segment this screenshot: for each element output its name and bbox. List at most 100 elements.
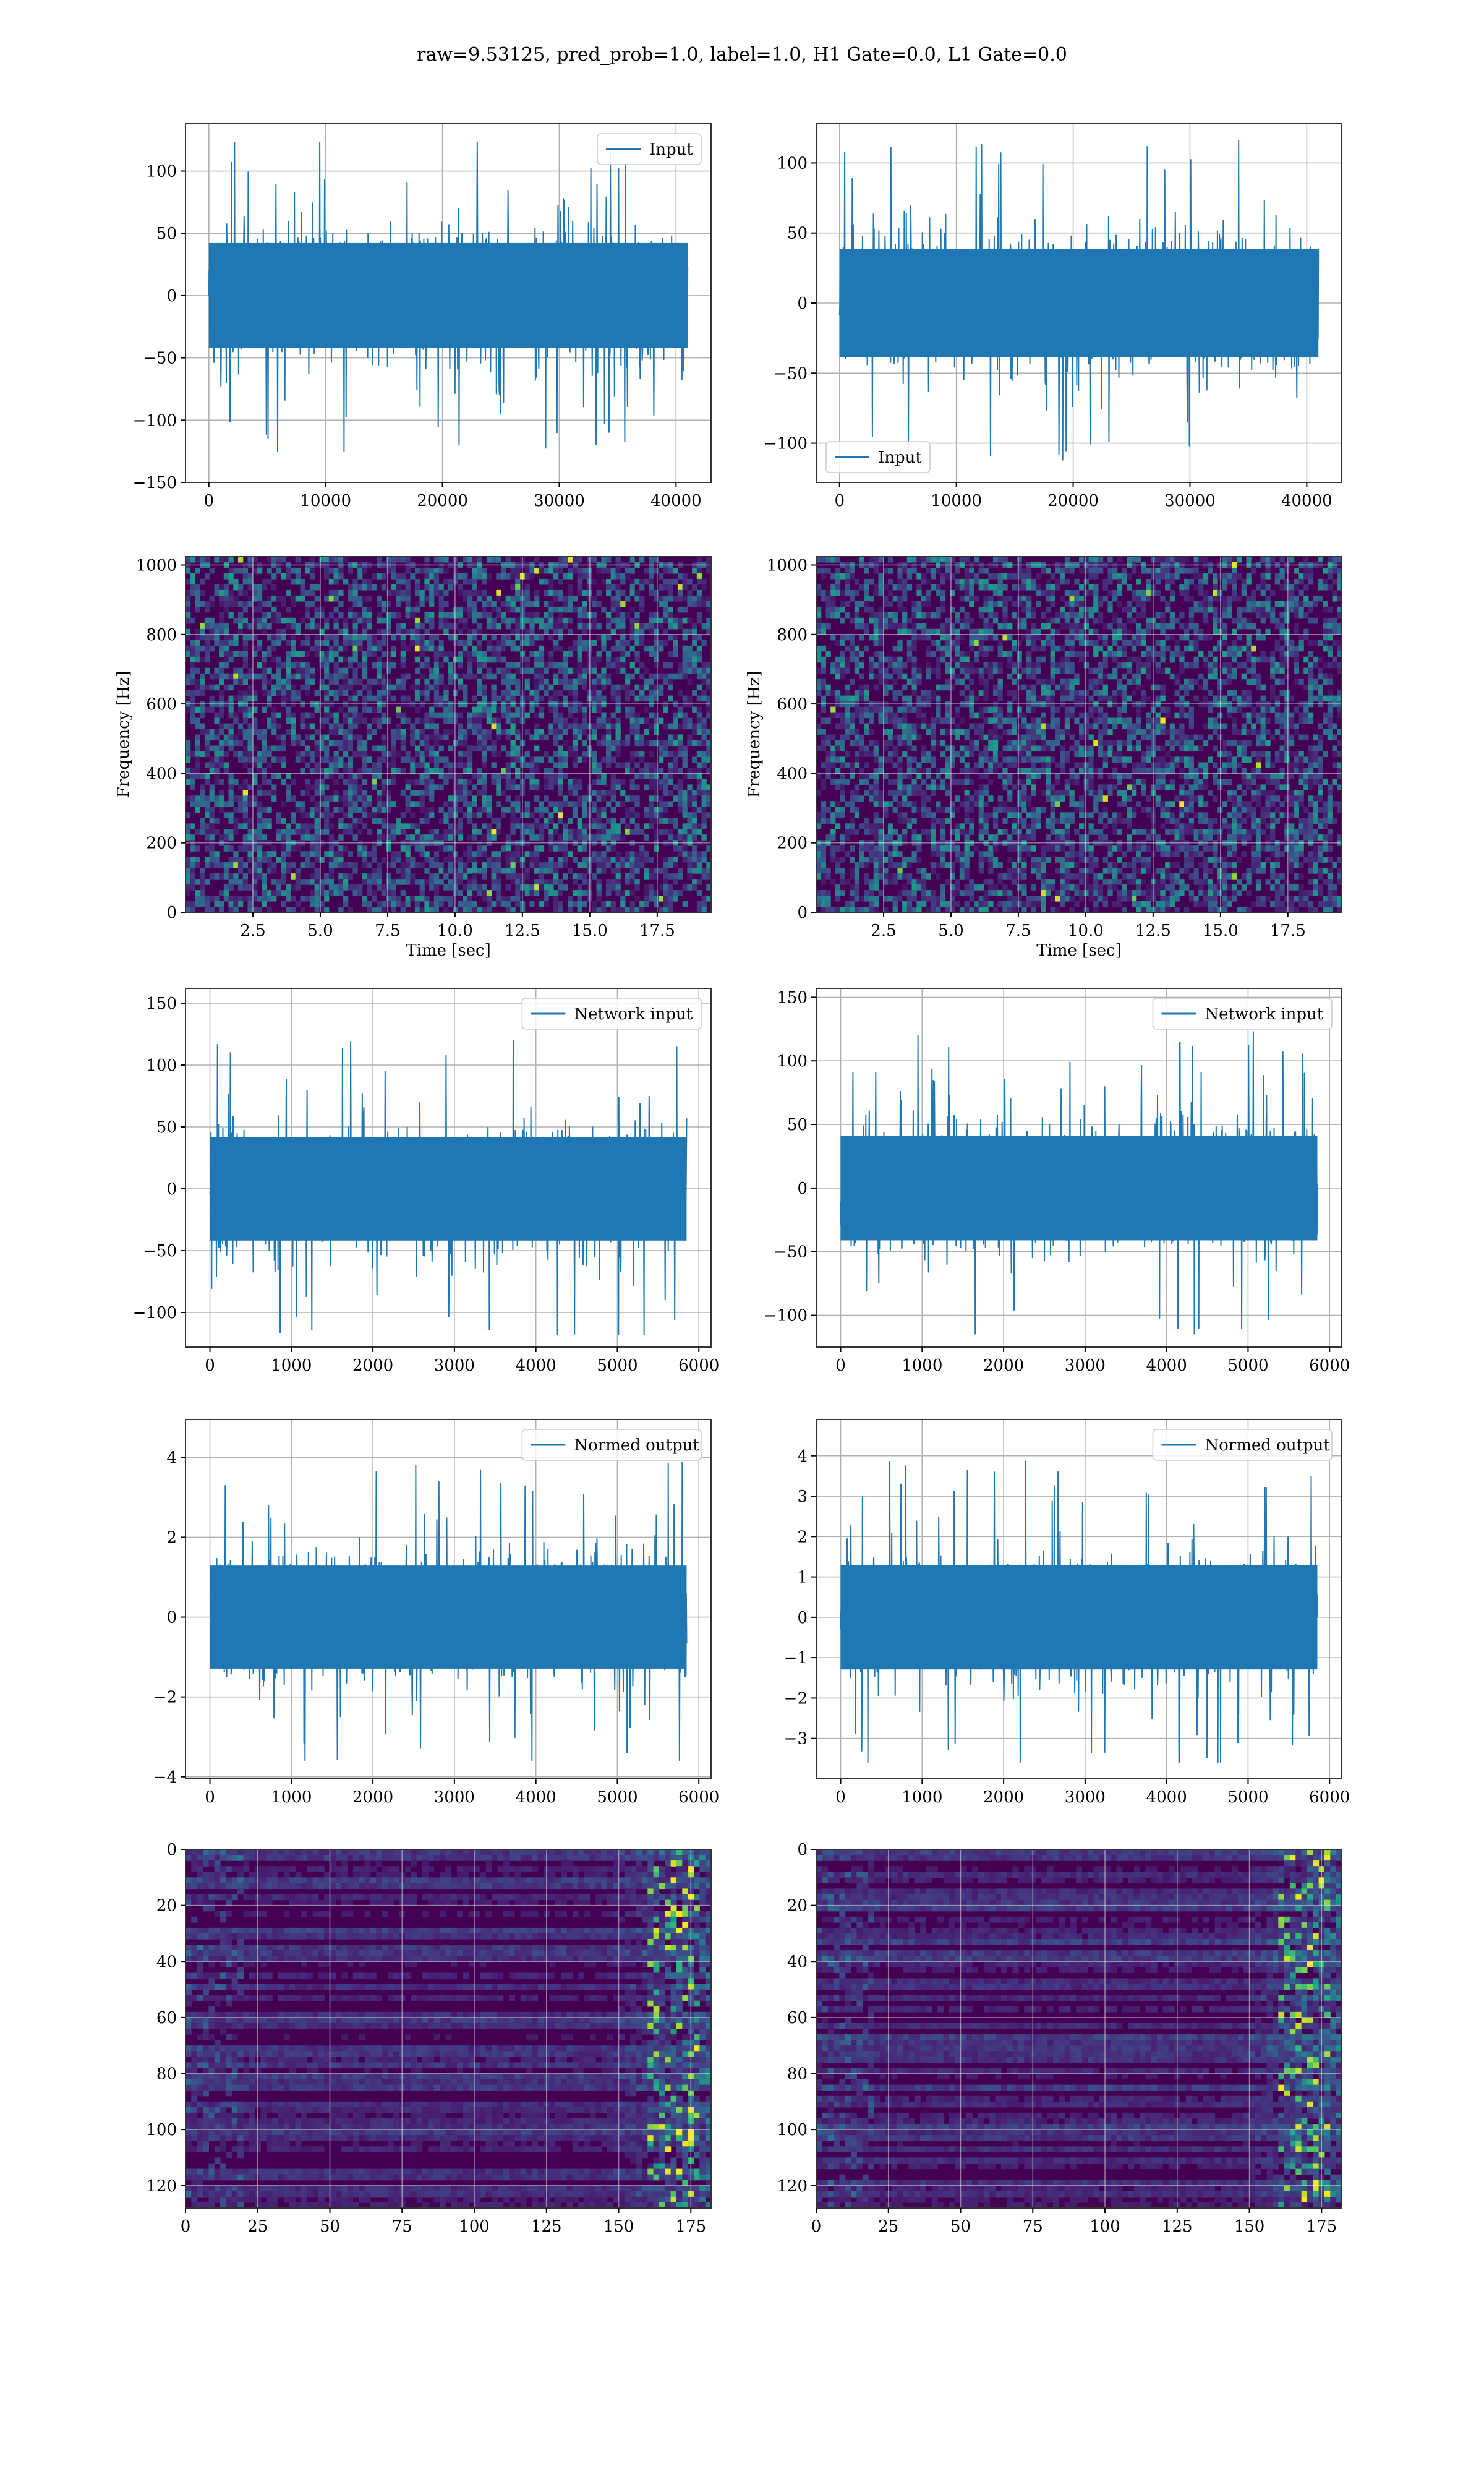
- heatmap-cell: [391, 901, 396, 907]
- heatmap-cell: [219, 762, 224, 768]
- heatmap-cell: [1041, 612, 1046, 618]
- heatmap-cell: [677, 890, 683, 896]
- heatmap-cell: [572, 812, 578, 818]
- heatmap-cell: [372, 868, 377, 874]
- heatmap-cell: [629, 840, 635, 846]
- heatmap-cell: [568, 790, 573, 796]
- heatmap-cell: [458, 829, 463, 835]
- heatmap-cell: [352, 712, 358, 719]
- heatmap-cell: [419, 879, 425, 885]
- heatmap-cell: [438, 701, 444, 708]
- heatmap-cell: [601, 901, 607, 907]
- heatmap-cell: [405, 595, 411, 602]
- heatmap-cell: [563, 829, 568, 835]
- heatmap-cell: [195, 684, 200, 691]
- heatmap-cell: [505, 773, 511, 779]
- heatmap-cell: [544, 773, 549, 779]
- heatmap-cell: [582, 807, 587, 813]
- heatmap-cell: [319, 651, 325, 657]
- heatmap-cell: [443, 857, 449, 863]
- heatmap-cell: [696, 634, 702, 641]
- heatmap-cell: [214, 768, 220, 774]
- heatmap-cell: [883, 612, 889, 618]
- heatmap-cell: [515, 684, 521, 691]
- heatmap-cell: [453, 829, 458, 835]
- heatmap-cell: [438, 568, 444, 574]
- heatmap-cell: [682, 656, 688, 663]
- heatmap-cell: [424, 628, 430, 635]
- heatmap-cell: [343, 667, 349, 674]
- heatmap-cell: [1174, 573, 1180, 580]
- heatmap-cell: [544, 601, 549, 607]
- heatmap-cell: [524, 601, 530, 607]
- heatmap-cell: [668, 723, 673, 730]
- heatmap-cell: [372, 634, 377, 641]
- heatmap-cell: [262, 678, 267, 685]
- heatmap-cell: [649, 795, 654, 802]
- heatmap-cell: [659, 623, 664, 630]
- heatmap-cell: [1155, 573, 1161, 580]
- heatmap-cell: [367, 812, 372, 818]
- heatmap-cell: [352, 790, 358, 796]
- heatmap-cell: [281, 734, 286, 741]
- heatmap-cell: [572, 717, 578, 724]
- heatmap-cell: [482, 834, 487, 841]
- heatmap-cell: [701, 678, 707, 685]
- heatmap-cell: [486, 862, 492, 868]
- heatmap-cell: [443, 762, 449, 768]
- heatmap-cell: [544, 662, 549, 669]
- heatmap-cell: [649, 617, 654, 624]
- heatmap-cell: [601, 645, 607, 652]
- heatmap-cell: [1146, 623, 1151, 630]
- heatmap-cell: [233, 751, 239, 758]
- heatmap-cell: [563, 834, 568, 841]
- heatmap-cell: [615, 662, 621, 669]
- heatmap-cell: [396, 623, 401, 630]
- heatmap-cell: [659, 907, 664, 912]
- heatmap-cell: [482, 762, 487, 768]
- heatmap-cell: [276, 628, 282, 635]
- heatmap-cell: [553, 840, 559, 846]
- heatmap-cell: [233, 873, 239, 880]
- heatmap-cell: [1270, 557, 1276, 563]
- heatmap-cell: [367, 623, 372, 630]
- heatmap-cell: [582, 756, 587, 763]
- heatmap-cell: [902, 617, 908, 624]
- heatmap-cell: [381, 601, 387, 607]
- heatmap-cell: [247, 734, 253, 741]
- heatmap-cell: [591, 595, 597, 602]
- heatmap-cell: [625, 768, 631, 774]
- heatmap-cell: [424, 896, 430, 902]
- heatmap-cell: [338, 851, 344, 857]
- heatmap-cell: [553, 723, 559, 730]
- heatmap-cell: [482, 568, 487, 574]
- heatmap-cell: [438, 595, 444, 602]
- heatmap-cell: [524, 684, 530, 691]
- heatmap-cell: [572, 684, 578, 691]
- heatmap-cell: [458, 823, 463, 829]
- heatmap-cell: [553, 868, 559, 874]
- heatmap-cell: [701, 823, 707, 829]
- heatmap-cell: [1232, 568, 1237, 574]
- heatmap-cell: [519, 812, 526, 818]
- heatmap-cell: [620, 573, 626, 580]
- heatmap-cell: [295, 840, 301, 846]
- heatmap-cell: [314, 595, 320, 602]
- heatmap-cell: [596, 823, 602, 829]
- heatmap-cell: [524, 801, 530, 807]
- heatmap-cell: [238, 667, 244, 674]
- heatmap-cell: [343, 801, 349, 807]
- heatmap-cell: [639, 756, 645, 763]
- heatmap-cell: [276, 684, 282, 691]
- heatmap-cell: [386, 807, 391, 813]
- heatmap-cell: [1026, 601, 1032, 607]
- heatmap-cell: [343, 901, 349, 907]
- heatmap-cell: [424, 784, 430, 790]
- heatmap-cell: [916, 584, 922, 591]
- heatmap-cell: [519, 595, 526, 602]
- heatmap-cell: [486, 612, 492, 618]
- heatmap-cell: [534, 823, 540, 829]
- heatmap-cell: [352, 862, 358, 868]
- heatmap-cell: [577, 845, 582, 852]
- heatmap-cell: [1045, 568, 1051, 574]
